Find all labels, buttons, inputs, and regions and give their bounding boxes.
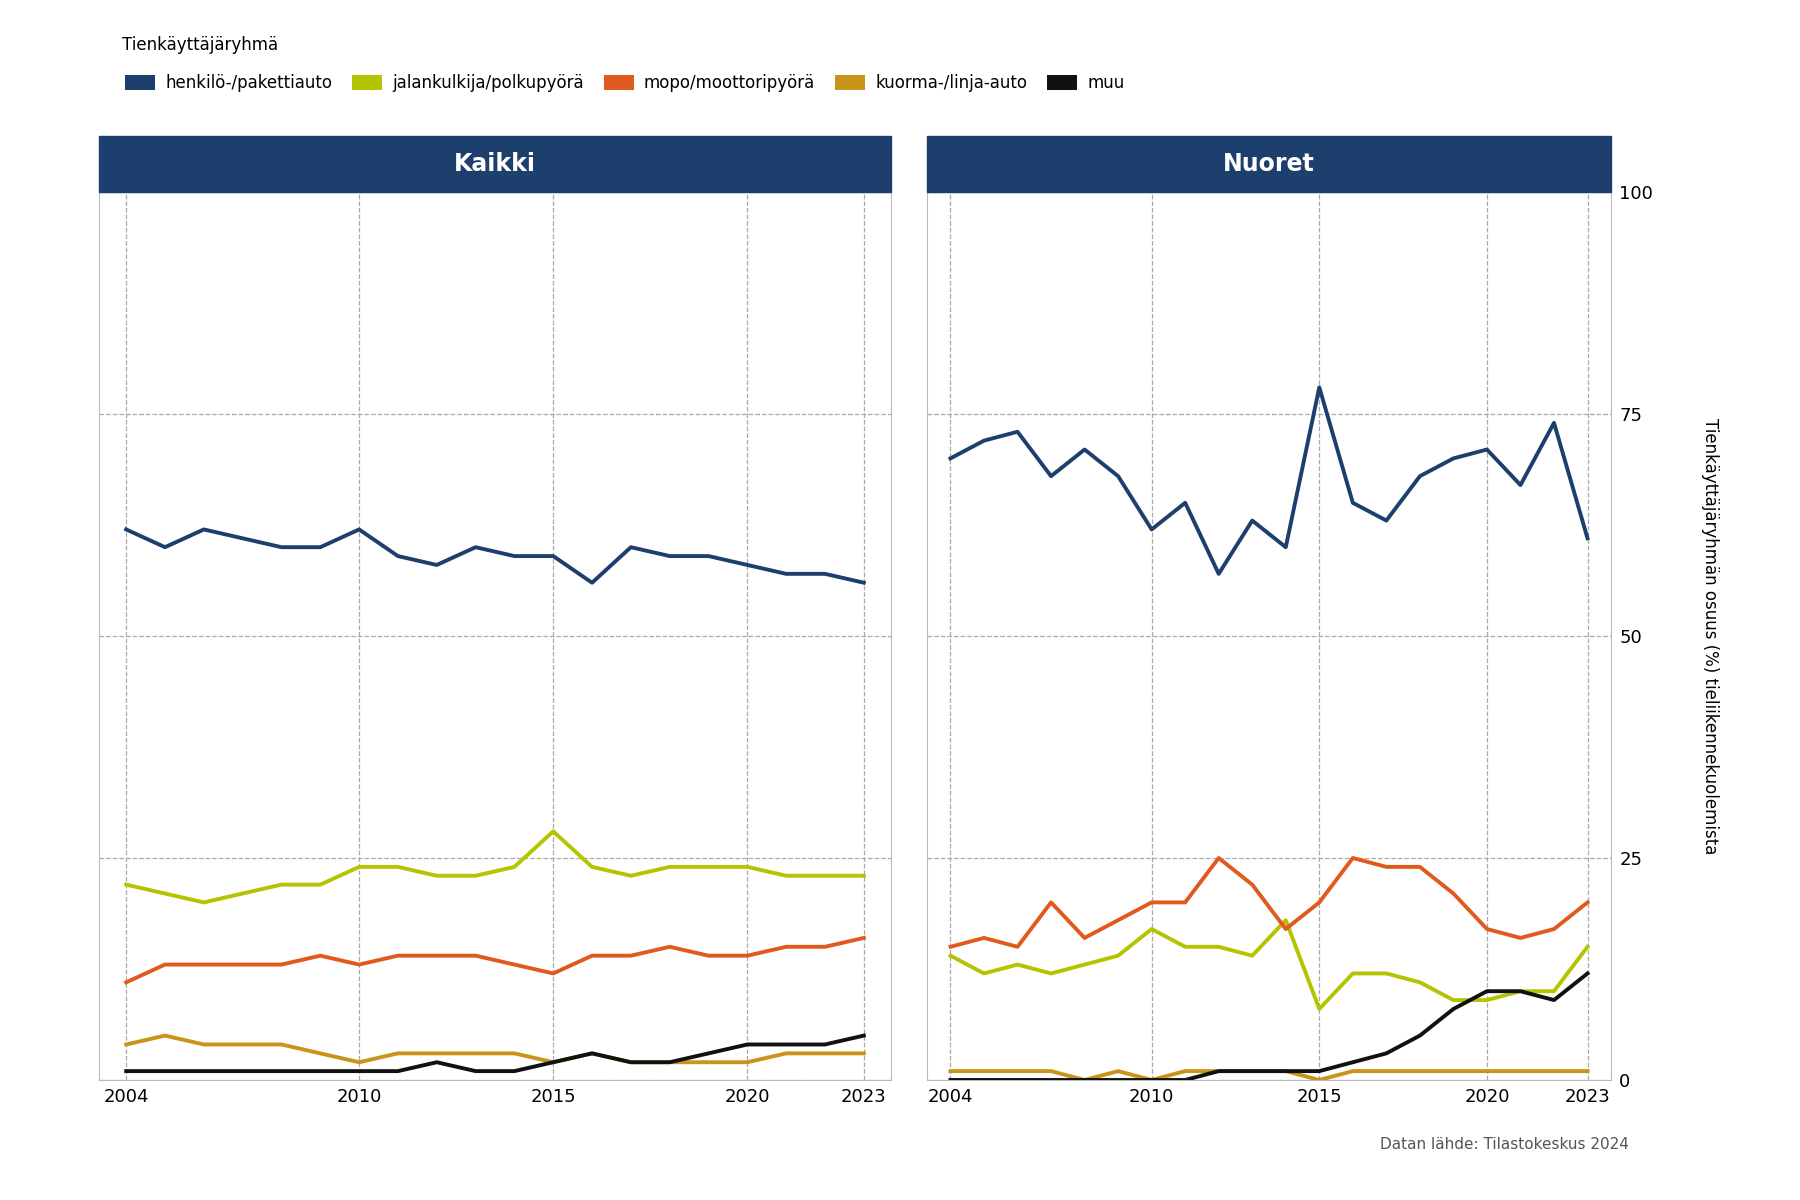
Text: Kaikki: Kaikki	[454, 152, 536, 176]
Text: Datan lähde: Tilastokeskus 2024: Datan lähde: Tilastokeskus 2024	[1381, 1138, 1629, 1152]
Text: Nuoret: Nuoret	[1224, 152, 1314, 176]
Legend: henkilö-/pakettiauto, jalankulkija/polkupyörä, mopo/moottoripyörä, kuorma-/linja: henkilö-/pakettiauto, jalankulkija/polku…	[126, 74, 1125, 92]
Text: Tienkäyttäjäryhmän osuus (%) tieliikennekuolemista: Tienkäyttäjäryhmän osuus (%) tieliikenne…	[1701, 418, 1719, 854]
Text: Tienkäyttäjäryhmä: Tienkäyttäjäryhmä	[122, 36, 279, 54]
